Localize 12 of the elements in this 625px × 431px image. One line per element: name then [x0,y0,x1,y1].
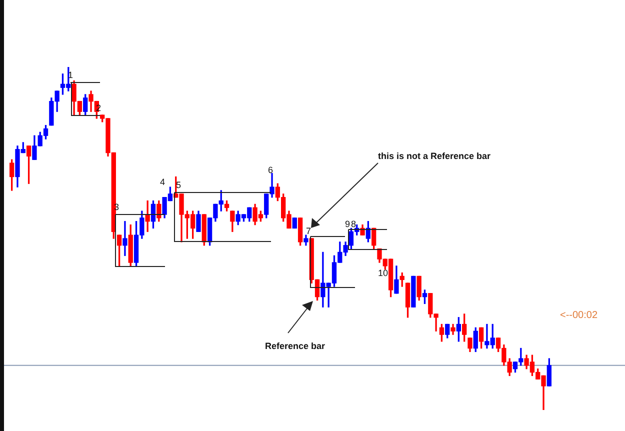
annotation: 5 [176,180,182,190]
annotation: this is not a Reference bar [378,151,491,161]
annotation: Reference bar [265,341,326,351]
text: <--00:02 [560,310,598,321]
annotation: 10 [378,268,388,278]
candlestick [122,221,128,256]
annotation: 8 [351,219,356,229]
annotation: 6 [268,165,274,175]
annotation: 4 [160,177,166,187]
annotation: 7 [306,226,312,236]
candlestick [145,200,150,232]
annotation: 9 [345,219,350,229]
